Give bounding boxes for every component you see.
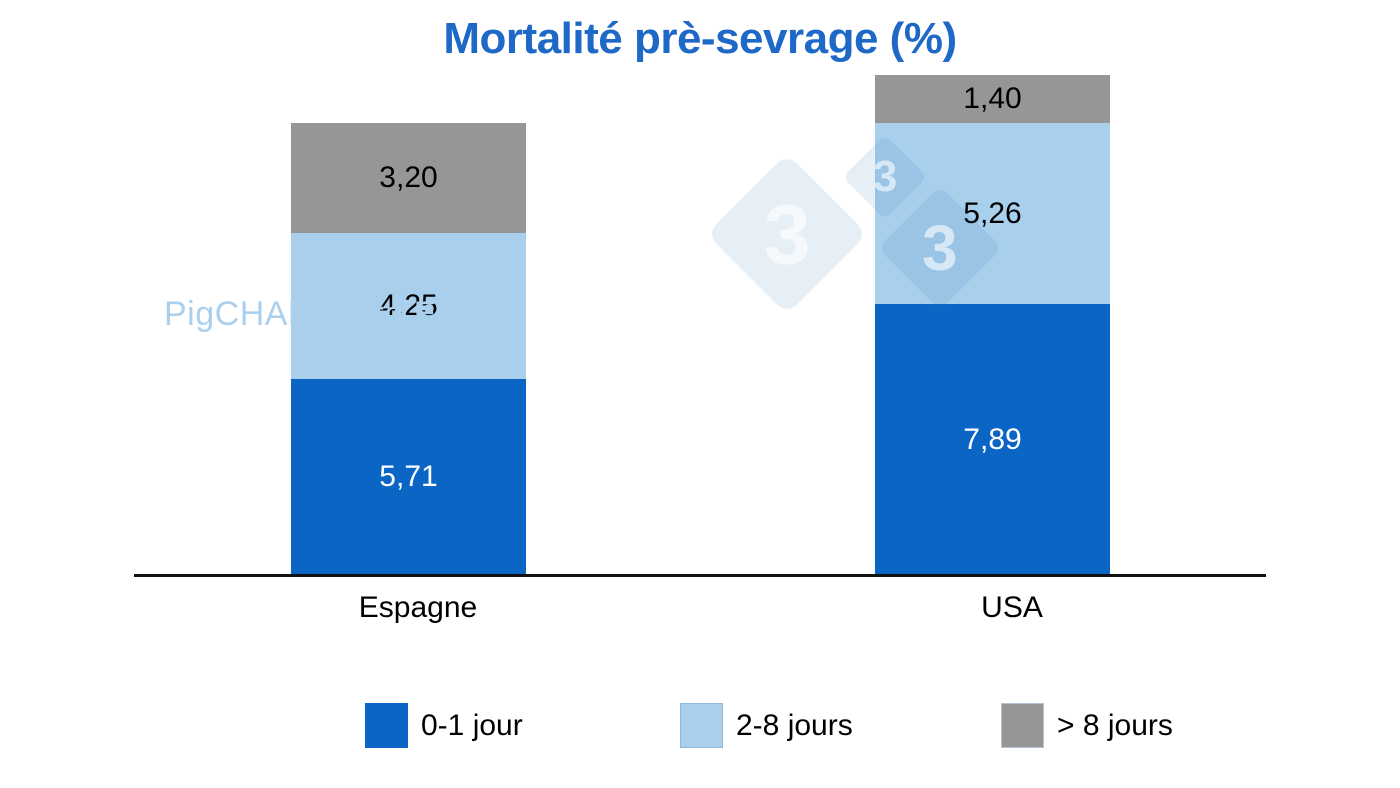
legend-label-0-1-jour: 0-1 jour (421, 709, 523, 742)
bar-segment-2-8-jours-usa: 5,26 (875, 123, 1110, 304)
bar-espagne: 5,71 4,25 3,20 (291, 123, 526, 575)
bar-segment-0-1-jour-espagne: 5,71 (291, 379, 526, 575)
category-label-espagne: Espagne (358, 591, 478, 624)
bar-segment-0-1-jour-usa: 7,89 (875, 304, 1110, 575)
legend-swatch-8-jours (1001, 703, 1044, 748)
bar-segment-8-jours-usa: 1,40 (875, 75, 1110, 123)
legend-label-8-jours: > 8 jours (1057, 709, 1173, 742)
bar-segment-8-jours-espagne: 3,20 (291, 123, 526, 233)
legend-label-2-8-jours: 2-8 jours (736, 709, 853, 742)
category-label-usa: USA (981, 591, 1043, 624)
legend-swatch-2-8-jours (680, 703, 723, 748)
value-label-2-8-jours-usa: 5,26 (963, 196, 1022, 230)
legend-item-0-1-jour: 0-1 jour (365, 703, 523, 748)
x-axis-line (134, 574, 1266, 577)
bar-segment-2-8-jours-espagne: 4,25 (291, 233, 526, 379)
value-label-0-1-jour-usa: 7,89 (963, 422, 1022, 456)
value-label-2-8-jours-espagne: 4,25 (379, 289, 438, 322)
legend-item-8-jours: > 8 jours (1001, 703, 1173, 748)
legend-swatch-0-1-jour (365, 703, 408, 748)
bar-usa: 7,89 5,26 1,40 (875, 75, 1110, 575)
chart-title: Mortalité prè-sevrage (%) (443, 14, 957, 63)
value-label-8-jours-usa: 1,40 (963, 82, 1022, 115)
legend-item-2-8-jours: 2-8 jours (680, 703, 853, 748)
value-label-8-jours-espagne: 3,20 (379, 161, 438, 194)
value-label-0-1-jour-espagne: 5,71 (379, 460, 438, 493)
